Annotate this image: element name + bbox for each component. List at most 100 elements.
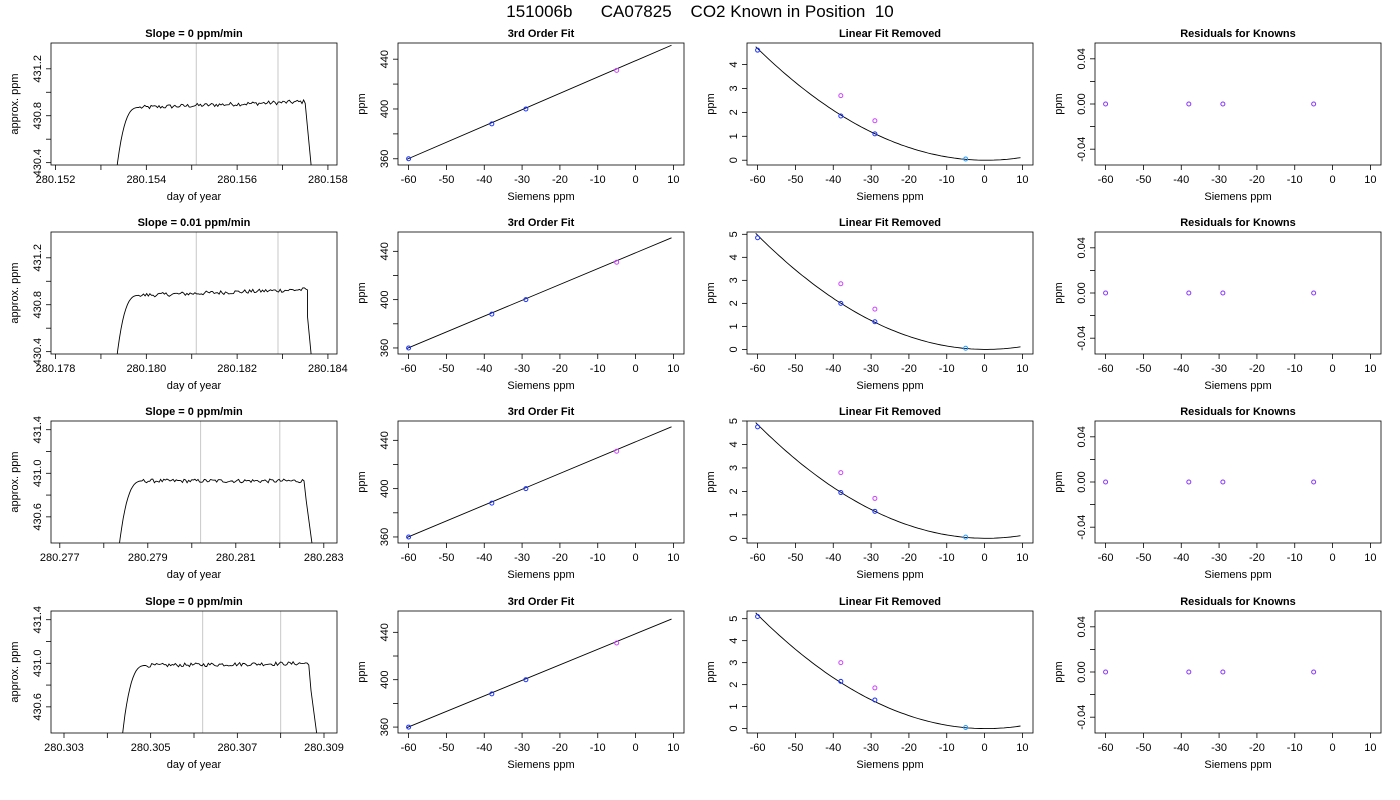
plot-frame: [746, 610, 1034, 734]
x-tick-label: 280.158: [308, 174, 348, 186]
fit-line: [406, 44, 672, 160]
x-tick-label: 0: [982, 742, 988, 754]
fit-curve: [755, 232, 1021, 350]
plot-data: [755, 46, 1021, 161]
data-point: [838, 281, 844, 287]
y-tick-label: 0.00: [1076, 471, 1088, 492]
y-tick-label: 430.4: [32, 338, 44, 366]
data-point: [1311, 479, 1317, 485]
y-tick-label: 360: [379, 150, 391, 168]
plot-data: [406, 237, 672, 349]
x-axis-label: Siemens ppm: [856, 380, 923, 392]
data-point: [838, 470, 844, 476]
panel-r1-c2: 3rd Order Fit -60 -50 -40 -30 -20 -10 0 10 Siemen…: [356, 28, 685, 203]
x-tick-label: 10: [1016, 174, 1028, 186]
x-tick-label: -40: [1173, 742, 1189, 754]
data-point: [489, 500, 495, 506]
panel-r4-c4: Residuals for Knowns -60 -50 -40 -30 -20 -10 0 1…: [1053, 596, 1382, 771]
x-tick-label: -60: [750, 742, 766, 754]
x-tick-label: 0: [633, 174, 639, 186]
x-tick-label: -10: [590, 742, 606, 754]
y-axis-label: approx. ppm: [9, 641, 21, 702]
x-tick-label: -30: [1211, 742, 1227, 754]
plot-frame: [1094, 420, 1382, 544]
y-tick-label: 430.4: [32, 149, 44, 177]
plot-frame: [397, 42, 685, 166]
y-tick-label: 400: [379, 671, 391, 689]
data-point: [838, 678, 844, 684]
data-point: [489, 121, 495, 127]
panel-r1-c4: Residuals for Knowns -60 -50 -40 -30 -20 -10 0 1…: [1053, 28, 1382, 203]
y-tick-label: 5: [728, 418, 740, 424]
x-tick-label: -10: [939, 552, 955, 564]
x-tick-label: -40: [476, 552, 492, 564]
plot-frame: [1094, 42, 1382, 166]
y-tick-label: 430.8: [32, 291, 44, 319]
x-tick-label: 10: [667, 742, 679, 754]
x-axis-label: day of year: [167, 569, 222, 581]
x-axis-label: Siemens ppm: [856, 759, 923, 771]
data-point: [755, 613, 761, 619]
x-tick-label: -10: [939, 174, 955, 186]
y-axis-label: approx. ppm: [9, 451, 21, 512]
plot-data: [116, 43, 312, 165]
data-point: [1186, 101, 1192, 107]
plot-data: [406, 618, 672, 729]
y-tick-label: 431.4: [32, 416, 44, 444]
data-point: [872, 131, 878, 137]
x-tick-label: 10: [1364, 742, 1376, 754]
x-tick-label: -30: [514, 552, 530, 564]
y-tick-label: 431.4: [32, 606, 44, 634]
x-tick-label: -10: [590, 174, 606, 186]
data-point: [1220, 101, 1226, 107]
x-tick-label: -10: [1287, 552, 1303, 564]
figure-title: 151006b CA07825 CO2 Known in Position 10: [506, 2, 894, 21]
x-tick-label: -50: [438, 174, 454, 186]
x-tick-label: -30: [863, 552, 879, 564]
concentration-trace: [116, 287, 312, 354]
data-point: [755, 47, 761, 53]
y-axis-label: ppm: [705, 471, 717, 492]
x-axis-label: day of year: [167, 759, 222, 771]
x-tick-label: 280.156: [217, 174, 257, 186]
data-point: [523, 677, 529, 683]
plot-data: [755, 232, 1021, 350]
x-tick-label: 280.279: [128, 552, 168, 564]
x-tick-label: -50: [438, 552, 454, 564]
x-tick-label: -10: [1287, 363, 1303, 375]
y-tick-label: 0: [728, 346, 740, 352]
data-point: [838, 300, 844, 306]
data-point: [489, 311, 495, 317]
x-tick-label: 0: [633, 363, 639, 375]
x-tick-label: -50: [438, 742, 454, 754]
x-tick-label: -10: [590, 363, 606, 375]
y-axis-label: ppm: [1053, 661, 1065, 682]
x-tick-label: 0: [1330, 174, 1336, 186]
x-tick-label: 0: [1330, 742, 1336, 754]
panel-title: Residuals for Knowns: [1180, 217, 1296, 229]
y-axis-label: ppm: [705, 93, 717, 114]
y-axis-label: ppm: [1053, 282, 1065, 303]
data-point: [489, 691, 495, 697]
x-tick-label: 0: [982, 552, 988, 564]
panel-r4-c1: Slope = 0 ppm/min 280.303 280.305 280.307 28…: [9, 596, 344, 771]
data-point: [1220, 290, 1226, 296]
y-tick-label: -0.04: [1076, 137, 1088, 162]
x-axis-label: Siemens ppm: [856, 191, 923, 203]
x-tick-label: -20: [901, 174, 917, 186]
x-tick-label: -50: [1135, 174, 1151, 186]
panel-title: Slope = 0 ppm/min: [145, 596, 243, 608]
x-tick-label: 280.180: [126, 363, 166, 375]
concentration-trace: [122, 660, 318, 733]
y-tick-label: 430.6: [32, 503, 44, 531]
y-tick-label: 2: [728, 300, 740, 306]
x-axis-label: Siemens ppm: [1204, 569, 1271, 581]
y-tick-label: 0.04: [1076, 426, 1088, 447]
panel-r3-c2: 3rd Order Fit -60 -50 -40 -30 -20 -10 0 10 Siemen…: [356, 406, 685, 581]
data-point: [614, 67, 620, 73]
y-tick-label: 440: [379, 50, 391, 68]
plot-frame: [746, 42, 1034, 166]
x-tick-label: 280.178: [36, 363, 76, 375]
x-tick-label: -30: [1211, 552, 1227, 564]
plot-frame: [50, 231, 338, 355]
